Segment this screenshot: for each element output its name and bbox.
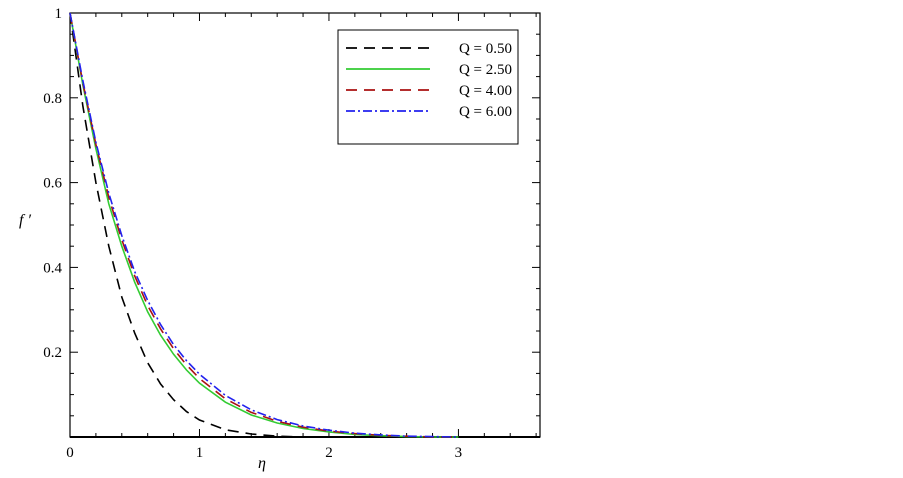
legend-label: Q = 2.50 xyxy=(459,62,512,78)
legend-items: Q = 0.50 Q = 2.50 Q = 4.00 Q = 6.00 xyxy=(346,41,512,120)
y-tick-label: 0.8 xyxy=(43,91,62,107)
series-line xyxy=(69,12,459,438)
y-tick-label: 0.2 xyxy=(43,345,62,361)
legend-label: Q = 0.50 xyxy=(459,41,512,57)
y-tick-label: 0.6 xyxy=(43,176,62,192)
y-tick-label: 0.4 xyxy=(43,260,62,276)
x-tick-label: 3 xyxy=(455,445,463,461)
x-tick-label: 2 xyxy=(325,445,333,461)
legend-box xyxy=(337,29,519,145)
series-line xyxy=(69,12,459,438)
x-axis-label: η xyxy=(258,455,266,472)
series-line xyxy=(69,12,459,438)
legend-label: Q = 6.00 xyxy=(459,104,512,120)
axis-tick-labels: 0 1 2 3 0.2 0.4 0.6 0.8 1 xyxy=(43,6,462,461)
legend-label: Q = 4.00 xyxy=(459,83,512,99)
x-tick-label: 0 xyxy=(66,445,74,461)
x-tick-label: 1 xyxy=(196,445,204,461)
series-lines xyxy=(69,12,459,438)
legend: Q = 0.50 Q = 2.50 Q = 4.00 Q = 6.00 xyxy=(337,29,519,145)
y-tick-label: 1 xyxy=(55,6,63,22)
y-axis-label: f ′ xyxy=(19,212,31,229)
